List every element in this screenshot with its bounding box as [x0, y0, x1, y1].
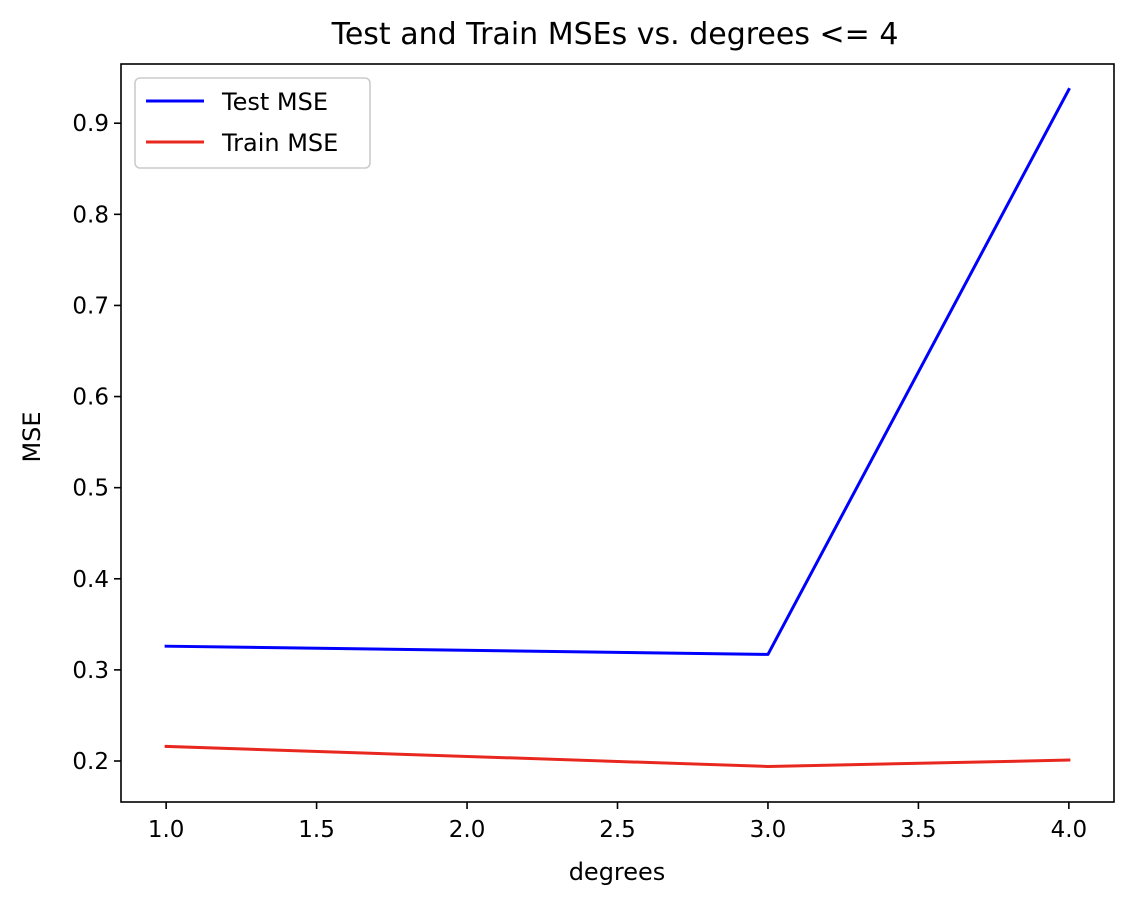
x-axis-label: degrees	[569, 858, 666, 886]
y-tick-label: 0.8	[72, 202, 109, 228]
y-tick-label: 0.5	[72, 476, 109, 502]
x-tick-label: 1.5	[298, 817, 335, 843]
x-tick-label: 1.0	[148, 817, 185, 843]
series-line-test-mse	[164, 87, 1071, 656]
y-tick-label: 0.4	[72, 567, 109, 593]
y-axis-label: MSE	[18, 411, 46, 462]
plot-area-frame	[120, 63, 1115, 803]
y-tick-label: 0.6	[72, 385, 109, 411]
x-tick-label: 2.0	[449, 817, 486, 843]
series-layer	[164, 87, 1071, 768]
x-tick-label: 2.5	[599, 817, 636, 843]
legend-label: Test MSE	[221, 88, 328, 116]
x-tick-label: 4.0	[1051, 817, 1088, 843]
y-tick-label: 0.2	[72, 749, 109, 775]
chart-title: Test and Train MSEs vs. degrees <= 4	[331, 17, 899, 52]
x-tick-label: 3.5	[900, 817, 937, 843]
y-tick-label: 0.7	[72, 293, 109, 319]
x-tick-label: 3.0	[750, 817, 787, 843]
legend: Test MSE Train MSE	[134, 77, 371, 169]
series-line-train-mse	[164, 744, 1071, 768]
x-axis-ticks: 1.0 1.5 2.0 2.5 3.0 3.5 4.0	[148, 802, 1087, 843]
legend-entries: Test MSE Train MSE	[146, 88, 338, 157]
y-tick-label: 0.9	[72, 111, 109, 137]
y-tick-label: 0.3	[72, 658, 109, 684]
legend-label: Train MSE	[221, 129, 338, 157]
y-axis-ticks: 0.2 0.3 0.4 0.5 0.6 0.7 0.8 0.9	[72, 111, 121, 775]
